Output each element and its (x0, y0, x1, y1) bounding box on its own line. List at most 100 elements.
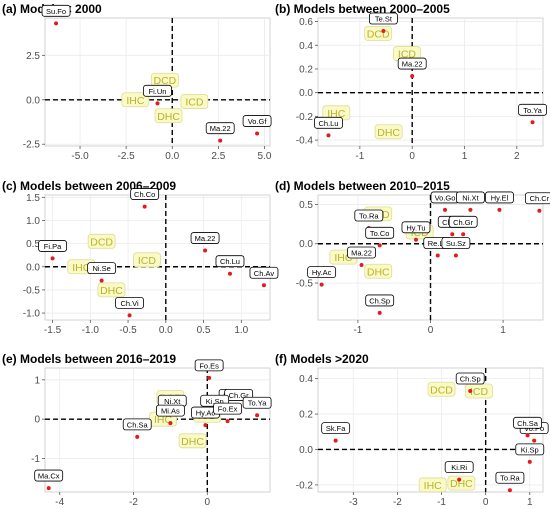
data-point (135, 434, 140, 439)
x-tick-label: -2.5 (118, 151, 136, 162)
y-tick-label: -1.0 (23, 309, 41, 320)
data-point (377, 243, 382, 248)
data-point (359, 262, 364, 267)
x-tick-label: 1 (500, 325, 506, 336)
category-box (374, 124, 403, 140)
category-label: IHC (126, 95, 145, 107)
point-label: Ch.Co (134, 190, 155, 199)
panel-title: (d) Models between 2010–2015 (275, 179, 450, 193)
point-label-box (369, 12, 398, 25)
point-label-box (485, 191, 514, 204)
point-label: Ni.Xt (462, 193, 479, 202)
x-tick-label: -1 (437, 497, 446, 508)
data-point (443, 207, 448, 212)
category-label: DHC (367, 266, 390, 278)
point-label-box (249, 266, 279, 279)
point-label-box (515, 443, 545, 456)
point-label: Fo.Es (199, 361, 219, 370)
point-label: Ki.Sp (206, 397, 224, 406)
data-point (168, 421, 173, 426)
category-box (121, 92, 150, 108)
data-point (46, 486, 51, 491)
category-label: DHC (181, 436, 204, 448)
point-label: Ch.Vi (120, 299, 139, 308)
data-point (497, 207, 502, 212)
data-point (255, 131, 260, 136)
x-tick-label: -4 (55, 497, 64, 508)
point-label: Su.Fo (46, 7, 66, 16)
category-box (427, 381, 456, 397)
y-tick-label: -0.5 (296, 279, 314, 290)
category-label: IHC (154, 414, 173, 426)
data-point (532, 438, 537, 443)
data-point (468, 389, 473, 394)
point-label: Hy.Ac (196, 409, 216, 418)
point-label: Te.St (375, 15, 393, 24)
point-label-box (41, 4, 71, 17)
point-label: Ki.Ri (451, 463, 467, 472)
x-tick-label: 1.0 (234, 325, 248, 336)
panel-title: (f) Models >2020 (275, 352, 369, 366)
data-point (326, 133, 331, 138)
point-label: Ma.22 (210, 124, 231, 133)
point-label-box (213, 402, 242, 415)
data-point (537, 208, 542, 213)
category-label: DCD (90, 236, 113, 248)
category-box (87, 233, 116, 249)
point-label-box (365, 226, 395, 239)
point-label: Hy.El (491, 193, 509, 202)
point-label-box (34, 469, 64, 482)
y-tick-label: 1 (34, 375, 40, 386)
panel-title: (e) Models between 2016–2019 (2, 352, 176, 366)
plot-area (44, 367, 271, 493)
data-point (461, 232, 466, 237)
panel-3: (c) Models between 2006–2009-1.5 -1.0 -0.5… (2, 179, 279, 336)
panel-title: (b) Models between 2000–2005 (275, 2, 450, 16)
x-tick-label: 0 (205, 497, 211, 508)
point-label: Ch.Sa (127, 420, 149, 429)
category-label: DHC (100, 285, 123, 297)
data-point (333, 438, 338, 443)
data-point (50, 256, 55, 261)
y-tick-label: -0.2 (296, 112, 314, 123)
point-label: Su.Sz (446, 239, 466, 248)
category-label: DHC (157, 111, 180, 123)
x-tick-label: 0.0 (165, 151, 179, 162)
x-tick-label: 0 (483, 497, 489, 508)
y-tick-label: -0.2 (296, 480, 314, 491)
x-tick-label: -2 (129, 497, 138, 508)
point-label-box (143, 84, 172, 97)
y-tick-label: 0.4 (299, 374, 313, 385)
point-label: To.Ra (500, 474, 520, 483)
point-label-box (122, 418, 152, 431)
x-tick-label: 5.0 (258, 151, 272, 162)
point-label-box (321, 422, 351, 435)
point-label: Ni.Se (92, 264, 110, 273)
category-label: ICD (138, 255, 157, 267)
point-label-box (495, 471, 525, 484)
data-point (457, 477, 462, 482)
point-label-box (194, 359, 224, 372)
x-tick-label: -1.0 (82, 325, 100, 336)
point-label-box (397, 57, 427, 70)
data-point (525, 433, 530, 438)
panel-4: (d) Models between 2010–2015 -1 0 1 -0.5 0.0 0… (275, 179, 550, 336)
category-label: DCD (430, 384, 453, 396)
y-tick-label: 1.0 (26, 216, 40, 227)
point-label-box (38, 240, 67, 252)
point-label: Ch.Cr (530, 194, 550, 203)
category-label: DHC (450, 478, 473, 490)
point-label-box (87, 262, 117, 275)
data-point (255, 413, 260, 418)
point-label: Ma.22 (195, 234, 216, 243)
point-label-box (190, 232, 220, 244)
point-label-box (205, 122, 235, 135)
point-label: Ma.22 (351, 248, 372, 257)
point-label: To.Ra (359, 212, 379, 221)
point-label: Ch.Gr (453, 218, 474, 227)
y-tick-label: 0.4 (299, 41, 313, 52)
data-point (203, 248, 208, 253)
y-tick-label: 0.0 (299, 88, 313, 99)
x-tick-label: -2 (393, 497, 402, 508)
point-label-box (307, 266, 337, 279)
